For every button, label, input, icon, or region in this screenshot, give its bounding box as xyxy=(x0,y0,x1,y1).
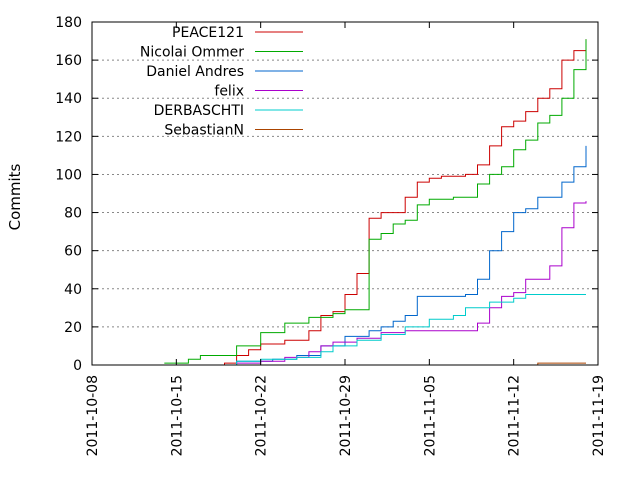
legend-entry-label: Daniel Andres xyxy=(146,64,244,80)
y-tick-label: 20 xyxy=(64,320,82,336)
y-tick-label: 180 xyxy=(55,15,82,31)
y-tick-label: 100 xyxy=(55,167,82,183)
x-tick-label: 2011-11-05 xyxy=(422,375,438,456)
y-axis-title: Commits xyxy=(6,163,24,230)
y-tick-label: 80 xyxy=(64,206,82,222)
legend-entry-label: PEACE121 xyxy=(172,25,244,41)
series-lines xyxy=(164,39,587,366)
legend-entry-label: felix xyxy=(214,84,244,100)
x-tick-label: 2011-10-08 xyxy=(85,375,101,456)
y-tick-label: 40 xyxy=(64,282,82,298)
series-line-peace121 xyxy=(176,39,587,366)
y-tick-label: 0 xyxy=(73,358,82,374)
x-tick-label: 2011-10-29 xyxy=(338,375,354,456)
legend-entry-label: Nicolai Ommer xyxy=(140,45,244,61)
y-axis-ticks: 0 20 40 60 80 100 120 140 160 180 xyxy=(55,15,598,374)
x-tick-label: 2011-10-15 xyxy=(169,375,185,456)
series-line-derbaschti xyxy=(200,294,586,366)
y-tick-label: 140 xyxy=(55,91,82,107)
grid-lines xyxy=(92,59,598,328)
x-axis-ticks: 2011-10-08 2011-10-15 2011-10-22 2011-10-29… xyxy=(85,22,607,456)
series-line-nicolai-ommer xyxy=(164,39,587,364)
x-tick-label: 2011-10-22 xyxy=(254,375,270,456)
legend-entry-label: DERBASCHTI xyxy=(154,103,244,119)
x-tick-label: 2011-11-12 xyxy=(507,375,523,456)
y-tick-label: 60 xyxy=(64,244,82,260)
legend: PEACE121 Nicolai Ommer Daniel Andres felix D… xyxy=(140,25,303,139)
y-tick-label: 120 xyxy=(55,129,82,145)
legend-entry-label: SebastianN xyxy=(164,123,244,139)
y-tick-label: 160 xyxy=(55,53,82,69)
x-tick-label: 2011-11-19 xyxy=(591,375,607,456)
